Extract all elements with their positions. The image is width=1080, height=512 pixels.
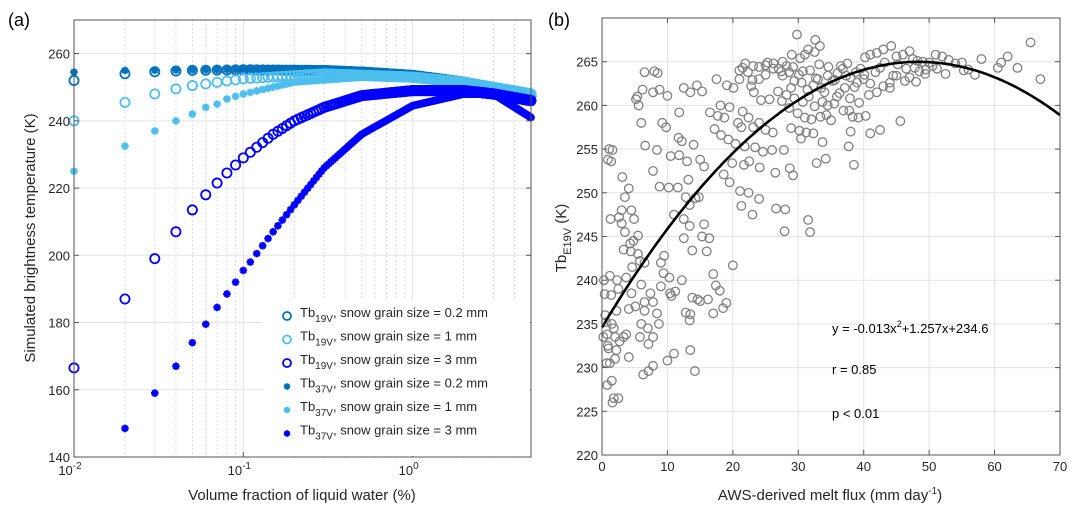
panel-a-label: (a) <box>8 10 30 30</box>
asterisk-core <box>215 67 220 72</box>
asterisk-core <box>152 128 157 134</box>
asterisk-core <box>190 67 195 72</box>
data-point <box>231 92 240 101</box>
data-point <box>150 66 159 74</box>
asterisk-core <box>224 67 230 72</box>
data-point <box>121 66 129 75</box>
panel-a-marks <box>68 64 537 433</box>
asterisk-core <box>203 67 208 72</box>
asterisk-core <box>260 67 265 72</box>
asterisk-core <box>122 68 128 73</box>
asterisk-core <box>254 67 259 72</box>
asterisk-core <box>260 87 265 92</box>
asterisk-core <box>190 112 195 117</box>
data-point <box>231 65 240 74</box>
data-point <box>223 95 231 103</box>
data-point <box>186 64 198 76</box>
data-point <box>121 142 129 150</box>
asterisk-core <box>241 67 246 72</box>
data-point <box>223 65 231 74</box>
asterisk-core <box>254 88 259 93</box>
asterisk-core <box>122 143 128 149</box>
asterisk-core <box>233 67 238 72</box>
asterisk-core <box>215 101 220 107</box>
asterisk-core <box>248 90 253 95</box>
data-point <box>201 65 210 74</box>
data-point <box>213 100 221 108</box>
data-point <box>188 110 197 118</box>
data-point <box>239 65 248 74</box>
asterisk-core <box>224 96 230 102</box>
data-point <box>213 65 221 74</box>
data-point <box>201 103 210 112</box>
asterisk-core <box>203 105 208 110</box>
data-point <box>246 65 255 74</box>
asterisk-core <box>173 67 179 73</box>
asterisk-core <box>241 91 246 97</box>
data-point <box>252 87 261 95</box>
data-point <box>172 117 180 125</box>
asterisk-core <box>265 67 271 72</box>
asterisk-core <box>233 94 238 99</box>
data-point <box>200 64 212 76</box>
data-point <box>172 66 180 74</box>
data-point <box>188 66 197 74</box>
data-point <box>246 88 255 97</box>
data-point <box>239 90 248 98</box>
asterisk-core <box>173 118 179 123</box>
data-point <box>150 127 159 135</box>
asterisk-core <box>248 67 253 72</box>
asterisk-core <box>152 68 157 73</box>
